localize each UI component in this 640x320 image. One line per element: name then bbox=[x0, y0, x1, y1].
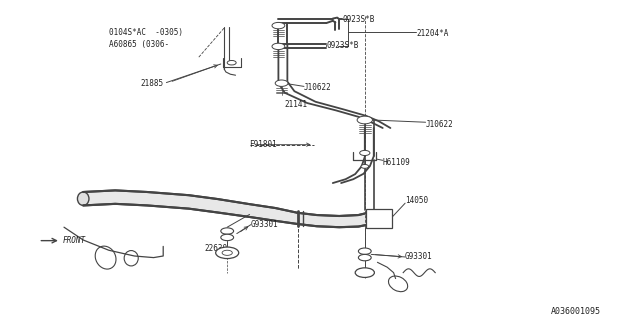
Text: A60865 (0306-: A60865 (0306- bbox=[109, 40, 169, 49]
Text: 0923S*B: 0923S*B bbox=[326, 41, 359, 50]
Text: 21141: 21141 bbox=[285, 100, 308, 109]
Text: F91801: F91801 bbox=[250, 140, 277, 149]
Text: J10622: J10622 bbox=[304, 83, 332, 92]
Text: 21204*A: 21204*A bbox=[416, 29, 449, 38]
Text: G93301: G93301 bbox=[251, 220, 278, 229]
Circle shape bbox=[275, 80, 288, 86]
Text: A036001095: A036001095 bbox=[550, 308, 600, 316]
Text: 14050: 14050 bbox=[405, 196, 428, 205]
Circle shape bbox=[358, 248, 371, 254]
Circle shape bbox=[355, 268, 374, 277]
Text: J10622: J10622 bbox=[426, 120, 453, 129]
Circle shape bbox=[216, 247, 239, 259]
Ellipse shape bbox=[124, 251, 138, 266]
Circle shape bbox=[357, 116, 372, 124]
FancyBboxPatch shape bbox=[366, 209, 392, 228]
Ellipse shape bbox=[77, 192, 89, 205]
Text: G93301: G93301 bbox=[405, 252, 433, 261]
Circle shape bbox=[272, 43, 285, 50]
Circle shape bbox=[221, 228, 234, 234]
Circle shape bbox=[272, 22, 285, 29]
Ellipse shape bbox=[95, 246, 116, 269]
Circle shape bbox=[222, 250, 232, 255]
Circle shape bbox=[227, 60, 236, 65]
Text: H61109: H61109 bbox=[383, 158, 410, 167]
Circle shape bbox=[360, 150, 370, 156]
Circle shape bbox=[221, 234, 234, 241]
Text: 0104S*AC  -0305): 0104S*AC -0305) bbox=[109, 28, 183, 36]
Circle shape bbox=[361, 164, 369, 168]
Circle shape bbox=[358, 254, 371, 261]
Text: FRONT: FRONT bbox=[63, 236, 86, 245]
Text: 21885: 21885 bbox=[140, 79, 163, 88]
Text: 22630: 22630 bbox=[205, 244, 228, 253]
Text: 0923S*B: 0923S*B bbox=[342, 15, 375, 24]
Ellipse shape bbox=[388, 276, 408, 292]
